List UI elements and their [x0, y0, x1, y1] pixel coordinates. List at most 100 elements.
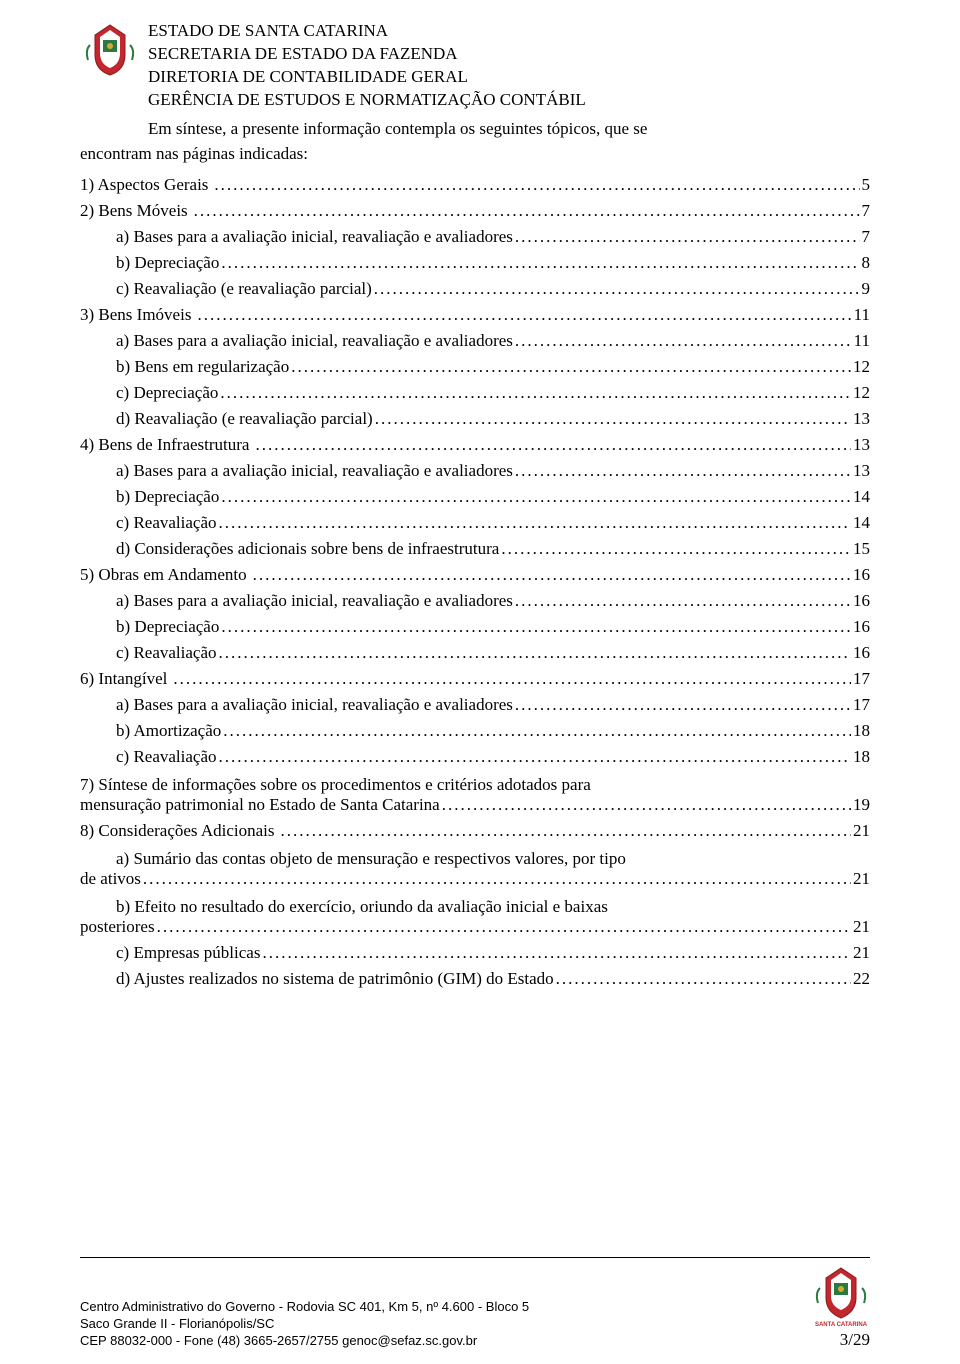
toc-entry: b) Depreciação..........................…: [80, 488, 870, 505]
toc-label: 1) Aspectos Gerais: [80, 176, 212, 193]
toc-label: 8) Considerações Adicionais: [80, 822, 279, 839]
toc-page-number: 16: [853, 592, 870, 609]
toc-leader-dots: ........................................…: [262, 944, 851, 961]
toc-label: a) Bases para a avaliação inicial, reava…: [116, 228, 513, 245]
toc-page-number: 15: [853, 540, 870, 557]
toc-leader-dots: ........................................…: [221, 254, 859, 271]
footer-line-1: Centro Administrativo do Governo - Rodov…: [80, 1299, 529, 1316]
toc-leader-dots: ........................................…: [221, 488, 851, 505]
page-number: 3/29: [812, 1330, 870, 1350]
toc-page-number: 19: [853, 796, 870, 813]
toc-leader-dots: ........................................…: [281, 822, 851, 839]
toc-entry: 8) Considerações Adicionais.............…: [80, 822, 870, 839]
toc-entry: c) Reavaliação..........................…: [80, 644, 870, 661]
toc-leader-dots: ........................................…: [157, 918, 851, 935]
toc-label: c) Reavaliação (e reavaliação parcial): [116, 280, 372, 297]
toc-entry: a) Bases para a avaliação inicial, reava…: [80, 696, 870, 713]
toc-entry: d) Ajustes realizados no sistema de patr…: [80, 970, 870, 987]
toc-leader-dots: ........................................…: [220, 384, 851, 401]
state-crest-icon: [80, 20, 140, 80]
toc-entry: c) Reavaliação..........................…: [80, 514, 870, 531]
footer-divider: [80, 1257, 870, 1258]
toc-leader-dots: ........................................…: [223, 722, 851, 739]
toc-label-line1: 7) Síntese de informações sobre os proce…: [80, 774, 870, 796]
toc-leader-dots: ........................................…: [255, 436, 851, 453]
toc-page-number: 21: [853, 918, 870, 935]
toc-leader-dots: ........................................…: [219, 748, 851, 765]
toc-label: 5) Obras em Andamento: [80, 566, 251, 583]
toc-label-line1: b) Efeito no resultado do exercício, ori…: [80, 896, 870, 918]
toc-entry: 5) Obras em Andamento...................…: [80, 566, 870, 583]
toc-entry: a) Bases para a avaliação inicial, reava…: [80, 592, 870, 609]
toc-page-number: 5: [862, 176, 871, 193]
toc-entry: a) Bases para a avaliação inicial, reava…: [80, 228, 870, 245]
toc-leader-dots: ........................................…: [173, 670, 851, 687]
toc-entry: c) Empresas públicas....................…: [80, 944, 870, 961]
header-line-3: DIRETORIA DE CONTABILIDADE GERAL: [148, 66, 586, 89]
toc-entry: a) Bases para a avaliação inicial, reava…: [80, 332, 870, 349]
toc-label-line1: a) Sumário das contas objeto de mensuraç…: [80, 848, 870, 870]
toc-page-number: 21: [853, 944, 870, 961]
toc-page-number: 16: [853, 566, 870, 583]
toc-leader-dots: ........................................…: [515, 696, 851, 713]
toc-entry: b) Bens em regularização................…: [80, 358, 870, 375]
intro-line-2: encontram nas páginas indicadas:: [80, 143, 870, 166]
toc-page-number: 7: [862, 202, 871, 219]
toc-label: b) Amortização: [116, 722, 221, 739]
toc-page-number: 12: [853, 384, 870, 401]
toc-label-line2: de ativos: [80, 870, 141, 887]
toc-page-number: 13: [853, 436, 870, 453]
toc-leader-dots: ........................................…: [194, 202, 860, 219]
toc-entry: d) Reavaliação (e reavaliação parcial)..…: [80, 410, 870, 427]
toc-entry: 1) Aspectos Gerais......................…: [80, 176, 870, 193]
toc-label: a) Bases para a avaliação inicial, reava…: [116, 592, 513, 609]
toc-leader-dots: ........................................…: [253, 566, 851, 583]
toc-page-number: 17: [853, 696, 870, 713]
toc-page-number: 21: [853, 870, 870, 887]
toc-page-number: 8: [862, 254, 871, 271]
toc-entry: c) Reavaliação (e reavaliação parcial)..…: [80, 280, 870, 297]
toc-page-number: 13: [853, 462, 870, 479]
footer-line-2: Saco Grande II - Florianópolis/SC: [80, 1316, 529, 1333]
toc-page-number: 22: [853, 970, 870, 987]
toc-leader-dots: ........................................…: [556, 970, 851, 987]
intro-line-1: Em síntese, a presente informação contem…: [148, 118, 870, 141]
toc-page-number: 11: [854, 306, 870, 323]
toc-leader-dots: ........................................…: [221, 618, 851, 635]
toc-entry: b) Amortização..........................…: [80, 722, 870, 739]
header-line-2: SECRETARIA DE ESTADO DA FAZENDA: [148, 43, 586, 66]
svg-text:SANTA CATARINA: SANTA CATARINA: [815, 1322, 868, 1328]
toc-label: b) Depreciação: [116, 254, 219, 271]
toc-entry: c) Reavaliação..........................…: [80, 748, 870, 765]
toc-entry: d) Considerações adicionais sobre bens d…: [80, 540, 870, 557]
toc-leader-dots: ........................................…: [442, 796, 851, 813]
toc-entry: c) Depreciação..........................…: [80, 384, 870, 401]
toc-label: c) Reavaliação: [116, 748, 217, 765]
toc-label: d) Considerações adicionais sobre bens d…: [116, 540, 499, 557]
toc-label-line2: mensuração patrimonial no Estado de Sant…: [80, 796, 440, 813]
toc-label-line2: posteriores: [80, 918, 155, 935]
toc-page-number: 18: [853, 722, 870, 739]
toc-leader-dots: ........................................…: [515, 462, 851, 479]
toc-label: d) Ajustes realizados no sistema de patr…: [116, 970, 554, 987]
footer-line-3: CEP 88032-000 - Fone (48) 3665-2657/2755…: [80, 1333, 529, 1350]
toc-label: c) Reavaliação: [116, 514, 217, 531]
toc-label: b) Bens em regularização: [116, 358, 289, 375]
toc-label: 2) Bens Móveis: [80, 202, 192, 219]
toc-page-number: 13: [853, 410, 870, 427]
toc-label: c) Reavaliação: [116, 644, 217, 661]
footer-address-block: Centro Administrativo do Governo - Rodov…: [80, 1299, 529, 1350]
toc-entry: 6) Intangível...........................…: [80, 670, 870, 687]
toc-entry: 3) Bens Imóveis.........................…: [80, 306, 870, 323]
toc-label: a) Bases para a avaliação inicial, reava…: [116, 462, 513, 479]
footer-crest-icon: SANTA CATARINA: [812, 1260, 870, 1328]
toc-leader-dots: ........................................…: [143, 870, 851, 887]
page-footer: Centro Administrativo do Governo - Rodov…: [80, 1257, 870, 1350]
toc-page-number: 16: [853, 644, 870, 661]
toc-entry: 4) Bens de Infraestrutura...............…: [80, 436, 870, 453]
toc-page-number: 16: [853, 618, 870, 635]
header-text-block: ESTADO DE SANTA CATARINA SECRETARIA DE E…: [148, 20, 586, 112]
toc-label: 6) Intangível: [80, 670, 171, 687]
table-of-contents: 1) Aspectos Gerais......................…: [80, 176, 870, 987]
toc-leader-dots: ........................................…: [375, 410, 851, 427]
